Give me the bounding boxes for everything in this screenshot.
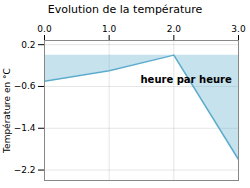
svg-text:−2.2: −2.2	[14, 165, 36, 175]
svg-text:1.0: 1.0	[102, 24, 117, 34]
svg-text:2.0: 2.0	[167, 24, 182, 34]
svg-text:0.2: 0.2	[21, 40, 35, 50]
svg-text:−1.4: −1.4	[14, 123, 36, 133]
svg-text:0.0: 0.0	[37, 24, 52, 34]
svg-text:Température en °C: Température en °C	[2, 68, 12, 154]
html-text:Evolution de la température: Evolution de la température	[47, 3, 203, 16]
svg-text:3.0: 3.0	[231, 24, 246, 34]
svg-text:heure par heure: heure par heure	[140, 74, 231, 85]
svg-text:−0.6: −0.6	[14, 81, 36, 91]
